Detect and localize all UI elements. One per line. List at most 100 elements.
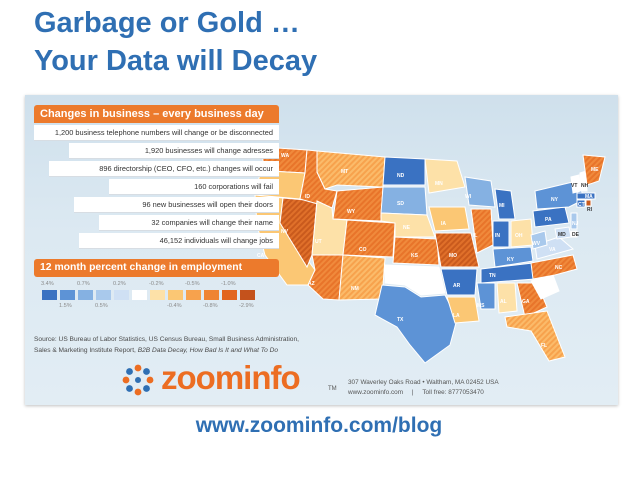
map-label-ri: RI [587, 207, 593, 213]
legend-swatch [204, 290, 219, 300]
map-label-de: DE [572, 232, 580, 238]
state-la [446, 296, 480, 324]
business-changes-title: Changes in business – every business day [34, 105, 279, 123]
employment-legend: 3.4% 1.5% 0.7% 0.5% 0.2% -0.2% -0.4% -0.5% -0.8%… [34, 280, 279, 320]
map-label-az: AZ [308, 281, 315, 287]
source-line-2-title: B2B Data Decay, How Bad Is It and What T… [137, 347, 279, 354]
legend-swatch [132, 290, 147, 300]
map-label-in: IN [495, 233, 500, 239]
map-label-ky: KY [507, 257, 515, 263]
map-label-id: ID [305, 194, 310, 200]
map-label-va: VA [549, 247, 556, 253]
map-label-tn: TN [489, 273, 496, 279]
state-ky [492, 246, 534, 268]
map-label-wa: WA [281, 153, 289, 159]
zoominfo-burst-icon [122, 364, 154, 396]
state-ri [585, 199, 592, 207]
legend-label: 1.5% [59, 303, 72, 309]
map-label-fl: FL [541, 343, 547, 349]
state-wi [464, 176, 496, 208]
legend-label: 3.4% [41, 281, 54, 287]
map-label-sc: SC [541, 286, 548, 292]
map-label-mt: MT [341, 169, 348, 175]
map-label-mo: MO [449, 253, 457, 259]
zoominfo-trademark: TM [328, 386, 337, 392]
source-line-2: Sales & Marketing Institute Report, B2B … [34, 345, 354, 356]
state-wy [332, 186, 384, 222]
state-ks [392, 236, 440, 266]
legend-swatch [240, 290, 255, 300]
map-label-ok: OK [417, 281, 425, 287]
state-nc [530, 254, 578, 280]
state-mn [424, 158, 466, 194]
business-change-stat: 46,152 individuals will change jobs [79, 233, 279, 249]
state-wv [530, 230, 548, 250]
map-label-sd: SD [397, 201, 404, 207]
state-md [554, 226, 572, 240]
state-in [492, 220, 510, 248]
map-label-vt: VT [571, 183, 577, 189]
map-label-mi: MI [499, 203, 505, 209]
source-line-1: Source: US Bureau of Labor Statistics, U… [34, 336, 299, 343]
state-ms [476, 282, 496, 310]
map-label-ny: NY [551, 197, 559, 203]
blog-url[interactable]: www.zoominfo.com/blog [195, 414, 443, 437]
state-fl [504, 310, 566, 362]
map-label-ms: MS [477, 303, 485, 309]
map-label-md: MD [558, 232, 566, 238]
map-label-co: CO [359, 247, 367, 253]
state-ia [428, 206, 470, 232]
legend-swatch [222, 290, 237, 300]
slide-title-line-2: Your Data will Decay [34, 45, 318, 77]
state-mi [494, 188, 516, 220]
map-label-ne: NE [403, 225, 411, 231]
source-line-2-prefix: Sales & Marketing Institute Report, [34, 347, 138, 354]
map-label-ks: KS [411, 253, 419, 259]
legend-swatch [186, 290, 201, 300]
map-label-al: AL [500, 299, 507, 305]
map-label-nd: ND [397, 173, 405, 179]
map-label-tx: TX [397, 317, 404, 323]
company-contact: 307 Waverley Oaks Road • Waltham, MA 024… [348, 378, 499, 398]
legend-label: -1.0% [221, 281, 236, 287]
state-ok [384, 264, 446, 296]
map-label-ar: AR [453, 283, 461, 289]
map-label-ga: GA [522, 299, 530, 305]
legend-swatch [96, 290, 111, 300]
zoominfo-wordmark: zoominfo [161, 359, 301, 396]
map-label-me: ME [591, 167, 599, 173]
business-change-stat: 1,200 business telephone numbers will ch… [34, 125, 279, 141]
slide-title-line-1: Garbage or Gold … [34, 7, 300, 39]
legend-label: -0.5% [185, 281, 200, 287]
state-az [307, 254, 344, 301]
map-label-wv: WV [532, 241, 541, 247]
map-label-oh: OH [515, 233, 523, 239]
company-website-phone: www.zoominfo.com | Toll free: 8777053470 [348, 389, 484, 396]
business-change-stat: 160 corporations will fail [109, 179, 279, 195]
map-label-nc: NC [555, 265, 563, 271]
state-co [342, 219, 396, 258]
map-label-la: LA [453, 313, 460, 319]
state-nd [382, 156, 426, 186]
map-label-wi: WI [465, 194, 472, 200]
map-label-ca: CA [257, 253, 265, 259]
map-label-pa: PA [545, 217, 552, 223]
business-change-stat: 896 directorship (CEO, CFO, etc.) change… [49, 161, 279, 177]
legend-label: -0.4% [167, 303, 182, 309]
zoominfo-logo: zoominfo TM [121, 359, 341, 399]
legend-swatch [114, 290, 129, 300]
business-change-stat: 1,920 businesses will change adresses [69, 143, 279, 159]
data-decay-infographic: WA OR CA NV ID MT WY UT AZ CO NM ND SD N… [25, 95, 618, 405]
state-ma [576, 192, 596, 200]
business-change-stat: 32 companies will change their name [99, 215, 279, 231]
legend-swatch [168, 290, 183, 300]
business-change-stat: 96 new businesses will open their doors [74, 197, 279, 213]
legend-label: -0.8% [203, 303, 218, 309]
map-label-nh: NH [581, 183, 589, 189]
legend-label: 0.5% [95, 303, 108, 309]
map-label-il: IL [473, 233, 477, 239]
employment-change-title: 12 month percent change in employment [34, 259, 279, 277]
legend-label: -2.9% [239, 303, 254, 309]
state-al [496, 282, 518, 314]
map-label-ct: CT [578, 202, 585, 208]
